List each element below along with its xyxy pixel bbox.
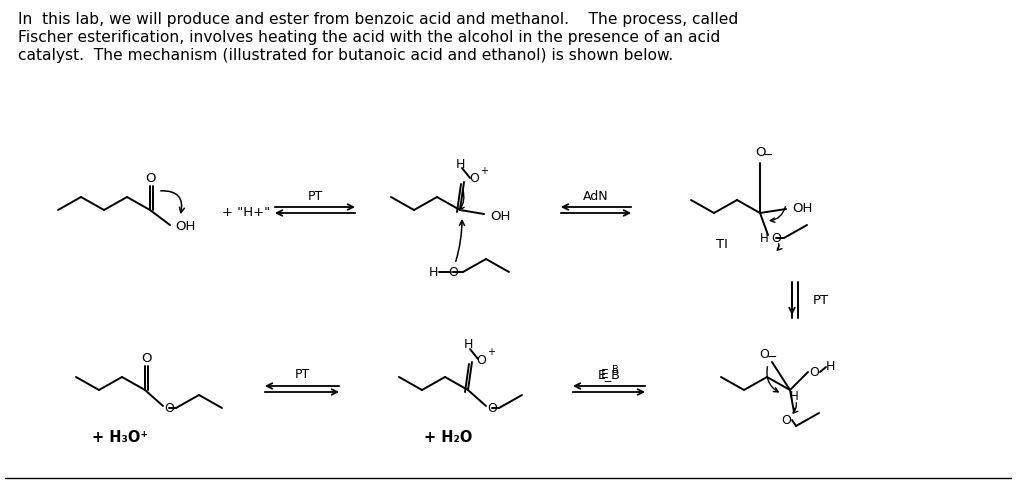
Text: H: H — [789, 389, 799, 402]
Text: PT: PT — [295, 369, 310, 382]
FancyArrowPatch shape — [777, 244, 782, 250]
Text: H: H — [429, 266, 438, 279]
Text: O: O — [487, 401, 497, 414]
Text: H: H — [760, 232, 768, 245]
Text: PT: PT — [308, 189, 323, 202]
Text: H: H — [825, 359, 835, 372]
Text: O: O — [809, 366, 819, 379]
Text: O: O — [771, 231, 781, 244]
FancyArrowPatch shape — [161, 191, 184, 213]
Text: +: + — [480, 166, 488, 176]
FancyArrowPatch shape — [770, 207, 785, 222]
Text: O: O — [145, 171, 156, 185]
Text: In  this lab, we will produce and ester from benzoic acid and methanol.    The p: In this lab, we will produce and ester f… — [18, 12, 739, 27]
Text: +: + — [487, 347, 495, 357]
Text: O: O — [141, 352, 151, 365]
Text: + H₃O⁺: + H₃O⁺ — [91, 430, 148, 445]
Text: O: O — [781, 413, 790, 426]
Text: H: H — [463, 338, 472, 351]
FancyArrowPatch shape — [456, 220, 464, 261]
Text: O: O — [477, 354, 486, 367]
Text: O: O — [164, 401, 174, 414]
Text: H: H — [455, 157, 464, 170]
Text: O: O — [759, 347, 769, 360]
Text: OH: OH — [490, 210, 510, 223]
Text: B: B — [612, 365, 619, 375]
Text: + H₂O: + H₂O — [424, 430, 472, 445]
Text: O: O — [755, 146, 765, 159]
Text: PT: PT — [813, 294, 829, 307]
FancyArrowPatch shape — [793, 403, 798, 413]
Text: AdN: AdN — [583, 189, 609, 202]
Text: E_B: E_B — [597, 369, 621, 382]
Text: + "H+": + "H+" — [223, 205, 270, 218]
Text: O: O — [469, 172, 479, 185]
Text: OH: OH — [175, 221, 195, 233]
Text: catalyst.  The mechanism (illustrated for butanoic acid and ethanol) is shown be: catalyst. The mechanism (illustrated for… — [18, 48, 674, 63]
Text: Fischer esterification, involves heating the acid with the alcohol in the presen: Fischer esterification, involves heating… — [18, 30, 720, 45]
Text: −: − — [767, 351, 777, 364]
Text: OH: OH — [791, 202, 812, 215]
Text: O: O — [448, 266, 458, 279]
Text: −: − — [763, 149, 773, 162]
FancyArrowPatch shape — [767, 367, 778, 392]
Text: TI: TI — [716, 239, 727, 252]
Text: E: E — [601, 369, 609, 382]
FancyArrowPatch shape — [459, 190, 464, 210]
